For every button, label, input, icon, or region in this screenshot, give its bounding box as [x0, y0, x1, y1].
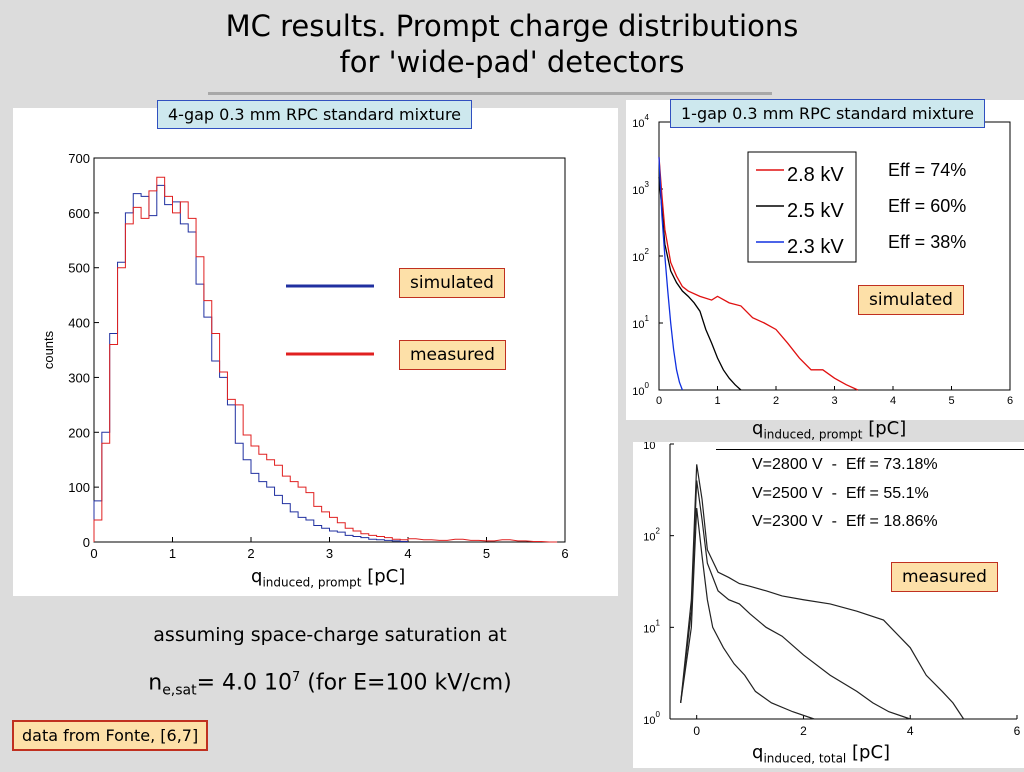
series-2-3kV-line — [658, 157, 684, 391]
measured-legend-rule — [716, 449, 1024, 450]
y-tick-label: 100 — [68, 480, 90, 495]
x-tick-label: 3 — [831, 395, 837, 407]
measured-legend-3: V=2300 V - Eff = 18.86% — [752, 513, 938, 530]
series-2800V-line — [680, 464, 965, 720]
x-tick-label: 2 — [247, 546, 254, 561]
legend-entry: 2.5 kV — [787, 200, 844, 222]
data-credit: data from Fonte, [6,7] — [12, 720, 209, 751]
bottom-right-chart-panel: 0 2 4 6 100 101 102 103 — [633, 435, 1024, 768]
xlabel-unit: [pC] — [868, 418, 907, 439]
y-tick-label: 100 — [632, 381, 649, 398]
bottom-right-annotation: measured — [891, 562, 998, 592]
x-tick-label: 5 — [483, 546, 490, 561]
ne-subscript: e,sat — [162, 682, 197, 699]
slide-title: MC results. Prompt charge distributions … — [0, 8, 1024, 80]
series-measured-line — [93, 176, 558, 543]
ne-exponent: 7 — [292, 670, 301, 685]
x-tick-label: 1 — [169, 546, 176, 561]
x-tick-label: 2 — [800, 724, 807, 738]
xlabel-q: q — [752, 742, 764, 763]
series-2-8kV-line — [658, 156, 859, 391]
legend-measured-label: measured — [399, 340, 506, 370]
top-right-chart-svg: 0 1 2 3 4 5 6 100 101 102 103 104 2.8 kV 2.5 kV 2.3 kV — [632, 113, 1013, 407]
top-right-chart-xlabel: qinduced, prompt [pC] — [752, 418, 906, 442]
xlabel-q: q — [752, 418, 764, 439]
xlabel-unit: [pC] — [852, 742, 891, 763]
saturation-formula: ne,sat= 4.0 107 (for E=100 kV/cm) — [60, 670, 600, 699]
x-tick-label: 0 — [656, 395, 662, 407]
y-tick-label: 104 — [632, 113, 649, 130]
y-tick-label: 400 — [68, 316, 90, 331]
xlabel-q: q — [251, 566, 263, 587]
ne-condition: (for E=100 kV/cm) — [300, 670, 512, 696]
x-tick-label: 3 — [326, 546, 333, 561]
series-simulated-line — [93, 184, 408, 542]
xlabel-sub: induced, prompt — [763, 427, 863, 442]
y-tick-label: 102 — [643, 527, 660, 544]
xlabel-sub: induced, prompt — [262, 575, 362, 590]
x-tick-label: 5 — [948, 395, 954, 407]
legend-entry: 2.3 kV — [787, 236, 844, 258]
series-2500V-line — [680, 480, 911, 720]
y-axis-label: counts — [41, 330, 56, 369]
y-tick-label: 101 — [643, 618, 660, 635]
series-2300V-line — [680, 508, 815, 720]
x-tick-label: 1 — [714, 395, 720, 407]
top-right-chart-title: 1-gap 0.3 mm RPC standard mixture — [670, 99, 986, 128]
x-tick-label: 4 — [890, 395, 896, 407]
left-chart-panel: 0 1 2 3 4 5 6 0 100 200 300 400 500 600 700 counts — [13, 108, 618, 596]
assumption-note: assuming space-charge saturation at — [153, 624, 507, 646]
y-tick-label: 103 — [632, 180, 649, 197]
title-line-2: for 'wide-pad' detectors — [339, 45, 685, 79]
bottom-right-chart-svg: 0 2 4 6 100 101 102 103 — [643, 435, 1021, 738]
y-tick-label: 500 — [68, 261, 90, 276]
measured-legend-2: V=2500 V - Eff = 55.1% — [752, 485, 929, 502]
ne-symbol: n — [148, 670, 163, 696]
left-chart-title: 4-gap 0.3 mm RPC standard mixture — [157, 100, 473, 129]
measured-legend-1: V=2800 V - Eff = 73.18% — [752, 456, 938, 473]
eff-label-28: Eff = 74% — [888, 160, 967, 180]
ne-value: = 4.0 10 — [196, 670, 293, 696]
x-tick-label: 0 — [693, 724, 700, 738]
left-chart-svg: 0 1 2 3 4 5 6 0 100 200 300 400 500 600 700 counts — [41, 151, 569, 561]
y-tick-label: 102 — [632, 247, 649, 264]
legend-entry: 2.8 kV — [787, 164, 844, 186]
x-tick-label: 6 — [1007, 395, 1013, 407]
y-tick-label: 101 — [632, 314, 649, 331]
x-tick-label: 0 — [90, 546, 97, 561]
title-underline — [208, 92, 772, 95]
top-right-annotation: simulated — [858, 285, 964, 315]
top-right-chart-panel: 0 1 2 3 4 5 6 100 101 102 103 104 2.8 kV 2.5 kV 2.3 kV — [626, 100, 1024, 420]
x-tick-label: 2 — [773, 395, 779, 407]
y-tick-label: 100 — [643, 710, 660, 727]
eff-label-23: Eff = 38% — [888, 232, 967, 252]
series-2-5kV-line — [658, 177, 742, 391]
eff-label-25: Eff = 60% — [888, 196, 967, 216]
y-tick-label: 300 — [68, 370, 90, 385]
bottom-right-chart-xlabel: qinduced, total [pC] — [752, 742, 890, 766]
x-tick-label: 6 — [561, 546, 568, 561]
y-tick-label: 0 — [83, 535, 90, 550]
x-tick-label: 4 — [404, 546, 411, 561]
y-tick-label: 600 — [68, 206, 90, 221]
y-tick-label: 200 — [68, 425, 90, 440]
y-tick-label: 700 — [68, 151, 90, 166]
left-chart-xlabel: qinduced, prompt [pC] — [251, 566, 405, 590]
xlabel-sub: induced, total — [763, 751, 847, 766]
title-line-1: MC results. Prompt charge distributions — [225, 9, 799, 43]
x-tick-label: 6 — [1014, 724, 1021, 738]
x-tick-label: 4 — [907, 724, 914, 738]
y-tick-label: 103 — [643, 442, 660, 452]
xlabel-unit: [pC] — [367, 566, 406, 587]
legend-simulated-label: simulated — [399, 268, 505, 298]
